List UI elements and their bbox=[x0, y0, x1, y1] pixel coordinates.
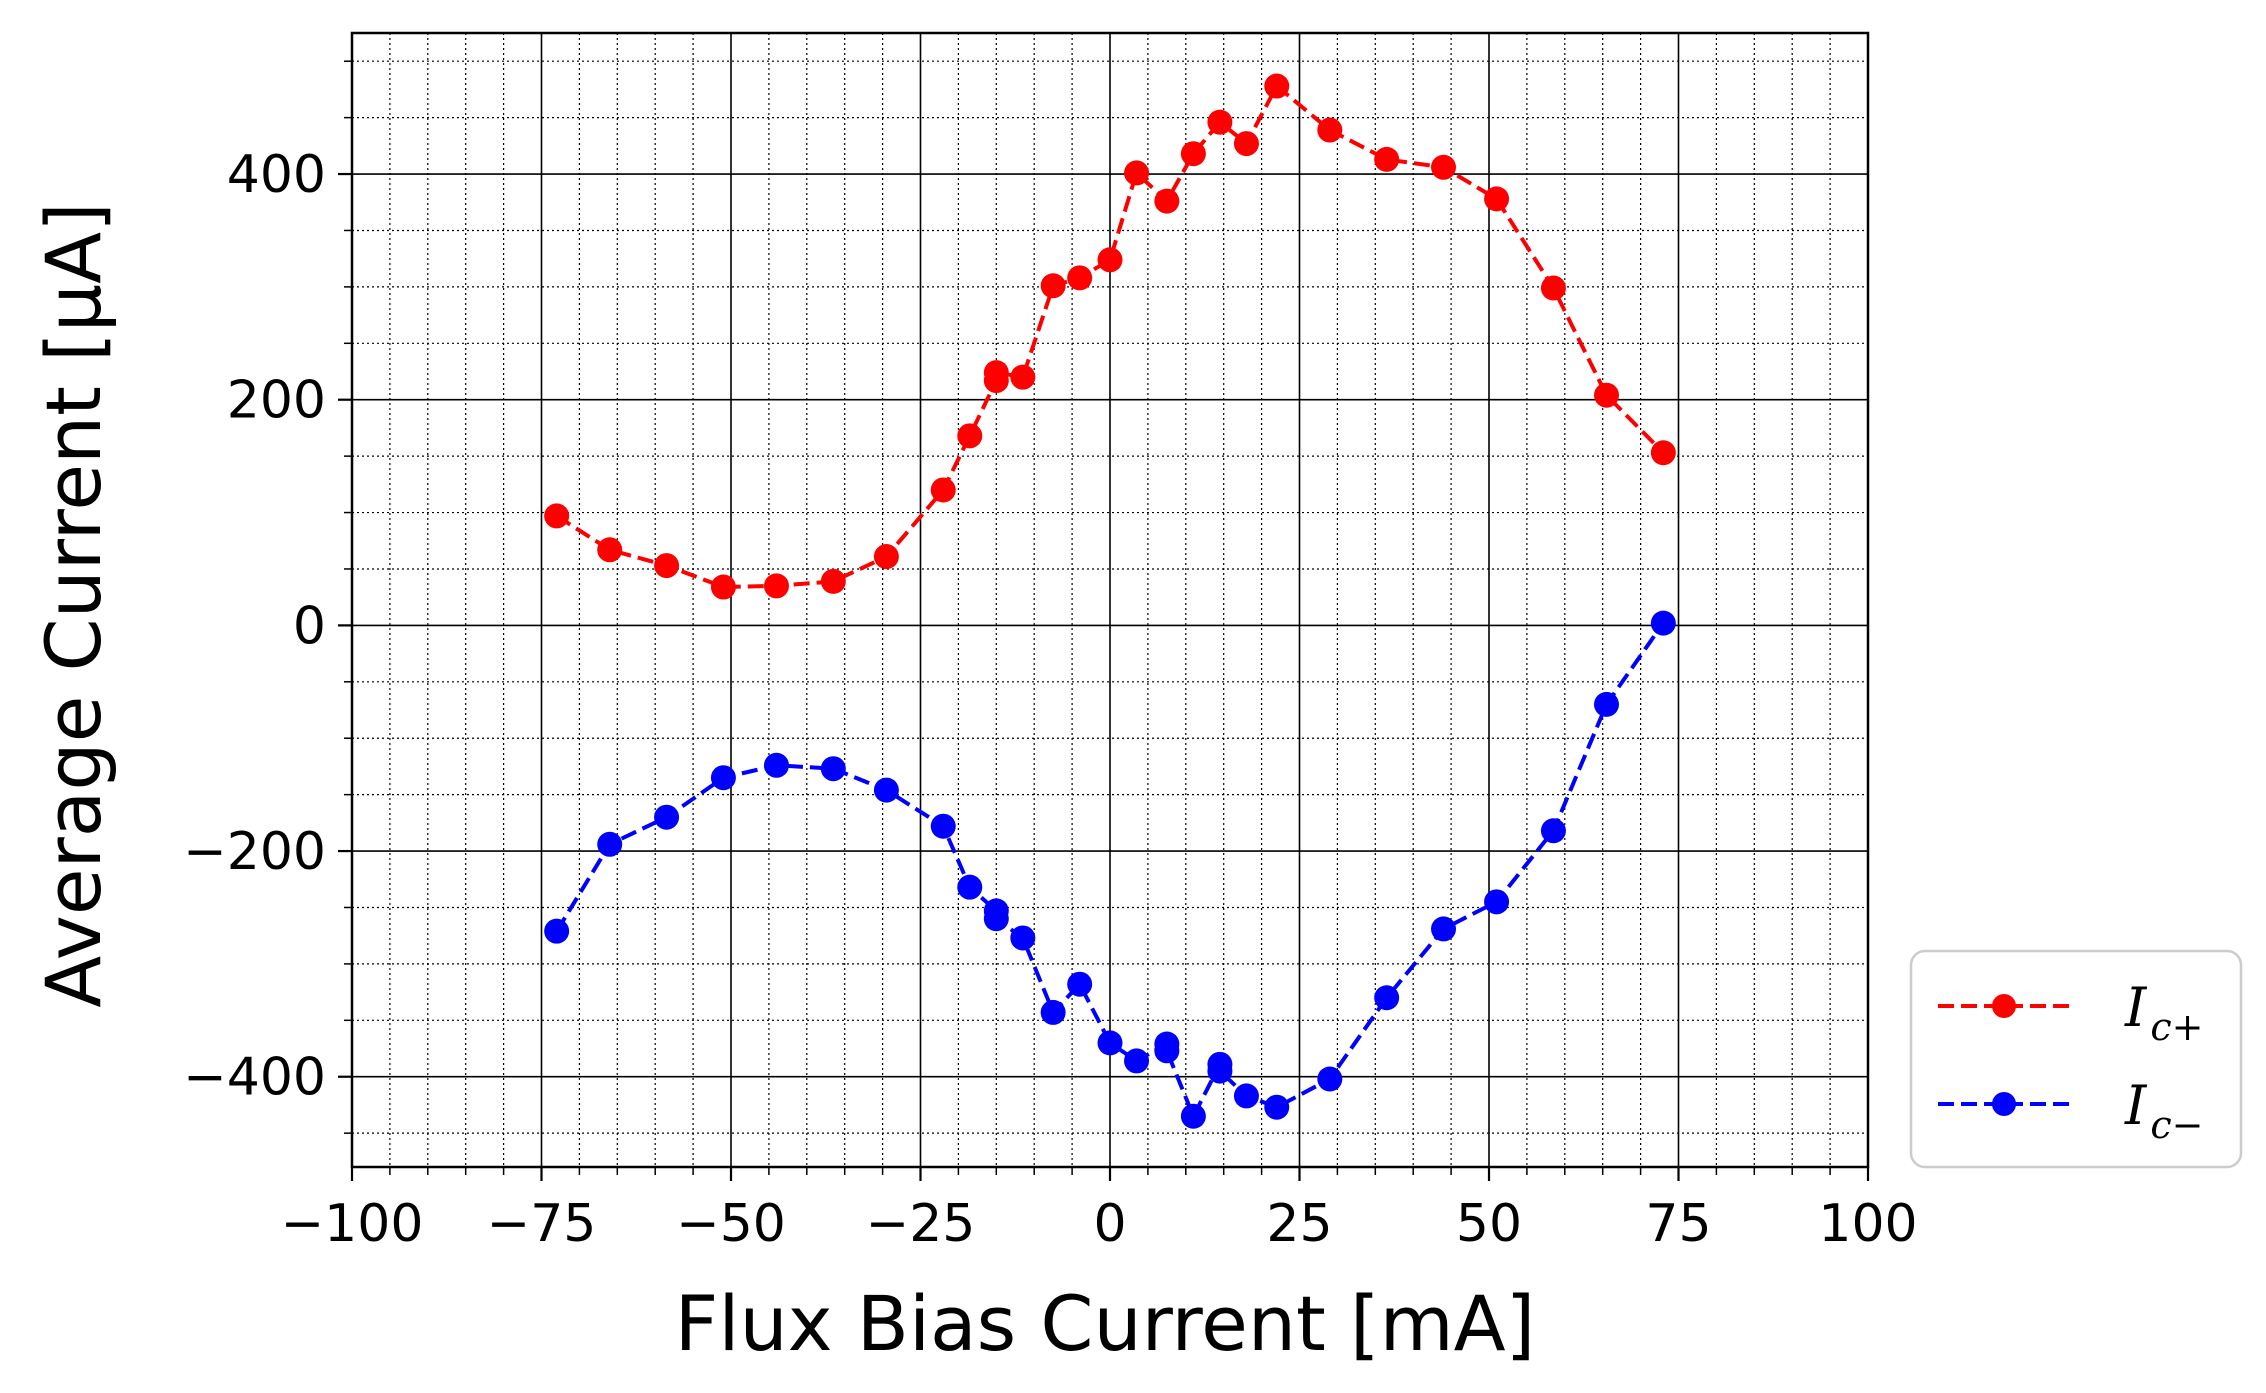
data-point bbox=[1317, 1066, 1343, 1092]
data-point bbox=[1484, 186, 1510, 212]
data-point bbox=[873, 777, 899, 803]
data-point bbox=[1124, 160, 1150, 186]
series-ic-minus bbox=[544, 610, 1676, 1129]
x-tick-label: −75 bbox=[487, 1194, 597, 1254]
x-axis-title: Flux Bias Current [mA] bbox=[675, 1279, 1536, 1368]
x-tick-label: −50 bbox=[676, 1194, 786, 1254]
data-point bbox=[1040, 273, 1066, 299]
data-point bbox=[1207, 109, 1233, 135]
data-point bbox=[957, 874, 983, 900]
data-point bbox=[1207, 1058, 1233, 1084]
data-point bbox=[957, 423, 983, 449]
x-tick-label: 50 bbox=[1456, 1194, 1522, 1254]
legend-label-ic-minus-sub: c− bbox=[2150, 1103, 2203, 1147]
legend-swatch-ic-minus-marker bbox=[1992, 1092, 2016, 1116]
data-point bbox=[930, 477, 956, 503]
y-axis-title: Average Current [μA] bbox=[29, 202, 118, 1008]
data-point bbox=[763, 573, 789, 599]
data-point bbox=[1180, 1103, 1206, 1129]
data-point bbox=[930, 813, 956, 839]
data-point bbox=[763, 752, 789, 778]
data-point bbox=[654, 804, 680, 830]
data-point bbox=[1010, 364, 1036, 390]
data-point bbox=[1431, 916, 1457, 942]
data-point bbox=[1650, 440, 1676, 466]
data-point bbox=[1650, 610, 1676, 636]
y-tick-label: 0 bbox=[293, 596, 326, 656]
data-point bbox=[983, 360, 1009, 386]
data-point bbox=[1264, 1094, 1290, 1120]
data-point bbox=[1593, 691, 1619, 717]
data-point bbox=[544, 503, 570, 529]
y-tick-labels: −400 −200 0 200 400 bbox=[183, 145, 326, 1108]
x-tick-label: −100 bbox=[281, 1194, 424, 1254]
legend-label-ic-plus-sub: c+ bbox=[2150, 1005, 2203, 1049]
x-tick-label: 100 bbox=[1818, 1194, 1917, 1254]
data-point bbox=[544, 918, 570, 944]
series-layer bbox=[544, 73, 1676, 1129]
data-point bbox=[1233, 131, 1259, 157]
data-point bbox=[1593, 382, 1619, 408]
data-point bbox=[1233, 1083, 1259, 1109]
tick-marks bbox=[338, 60, 1870, 1181]
data-point bbox=[1540, 275, 1566, 301]
legend-label-ic-plus-main: I bbox=[2124, 976, 2148, 1039]
data-point bbox=[1067, 971, 1093, 997]
data-point bbox=[1097, 1030, 1123, 1056]
data-point bbox=[820, 756, 846, 782]
data-point bbox=[1040, 999, 1066, 1025]
data-point bbox=[1484, 889, 1510, 915]
data-point bbox=[983, 906, 1009, 932]
data-point bbox=[1431, 154, 1457, 180]
data-point bbox=[1067, 265, 1093, 291]
data-point bbox=[654, 553, 680, 579]
data-point bbox=[1154, 1038, 1180, 1064]
data-point bbox=[1154, 188, 1180, 214]
data-point bbox=[1374, 985, 1400, 1011]
y-tick-label: −200 bbox=[183, 822, 326, 882]
data-point bbox=[1097, 247, 1123, 273]
x-tick-label: −25 bbox=[866, 1194, 976, 1254]
x-tick-labels: −100 −75 −50 −25 0 25 50 75 100 bbox=[281, 1194, 1918, 1254]
data-point bbox=[1540, 818, 1566, 844]
data-point bbox=[597, 537, 623, 563]
data-point bbox=[1317, 117, 1343, 143]
data-point bbox=[1124, 1048, 1150, 1074]
series-ic-plus bbox=[544, 73, 1676, 600]
data-point bbox=[1010, 925, 1036, 951]
data-point bbox=[1264, 73, 1290, 99]
data-point bbox=[597, 831, 623, 857]
data-point bbox=[1374, 146, 1400, 172]
data-point bbox=[820, 568, 846, 594]
x-tick-label: 0 bbox=[1093, 1194, 1126, 1254]
y-tick-label: −400 bbox=[183, 1048, 326, 1108]
y-tick-label: 200 bbox=[227, 371, 326, 431]
x-tick-label: 25 bbox=[1266, 1194, 1332, 1254]
legend-swatch-ic-plus-marker bbox=[1992, 994, 2016, 1018]
data-point bbox=[873, 544, 899, 570]
data-point bbox=[710, 574, 736, 600]
x-tick-label: 75 bbox=[1645, 1194, 1711, 1254]
legend-label-ic-minus-main: I bbox=[2124, 1074, 2148, 1137]
y-tick-label: 400 bbox=[227, 145, 326, 205]
data-point bbox=[1180, 141, 1206, 167]
data-point bbox=[710, 765, 736, 791]
series-line bbox=[555, 82, 1665, 590]
